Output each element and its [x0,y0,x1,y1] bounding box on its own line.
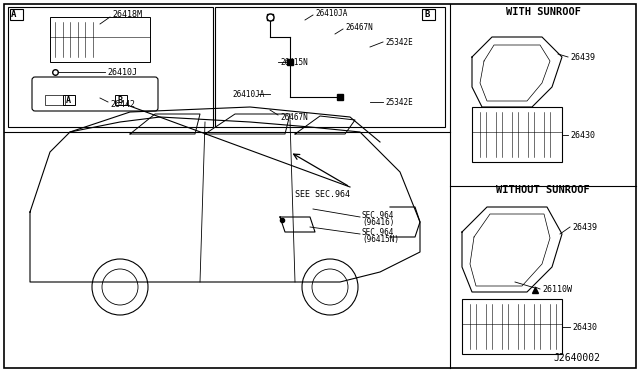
Bar [8,7,213,127]
Text: 26430: 26430 [572,323,597,331]
Text: 26418M: 26418M [112,10,142,19]
Text: WITH SUNROOF: WITH SUNROOF [506,7,580,17]
Text: 26410JA: 26410JA [315,9,348,17]
Bar [50,17,150,62]
Text: 26439: 26439 [572,222,597,231]
Bar [472,107,562,162]
Text: 26467N: 26467N [280,112,308,122]
Text: SEC.964: SEC.964 [362,228,394,237]
Bar [215,7,445,127]
Text: B: B [424,10,429,19]
Text: 25342E: 25342E [385,38,413,46]
Bar [462,299,562,354]
Text: 26467N: 26467N [345,22,372,32]
Text: J2640002: J2640002 [553,353,600,363]
Bar [63,95,75,105]
Text: 26439: 26439 [570,52,595,61]
Text: A: A [12,10,17,19]
Bar [115,95,127,105]
Bar [422,9,435,20]
Text: (96415N): (96415N) [362,234,399,244]
Text: SEC.964: SEC.964 [362,211,394,219]
Text: SEE SEC.964: SEE SEC.964 [295,189,350,199]
Text: 26415N: 26415N [280,58,308,67]
Text: 26110W: 26110W [542,285,572,295]
Bar [45,95,65,105]
Text: (96416): (96416) [362,218,394,227]
Bar [10,9,23,20]
Text: 26410J: 26410J [107,67,137,77]
Text: B: B [118,96,122,105]
Text: 26442: 26442 [110,99,135,109]
Text: 26410JA: 26410JA [232,90,264,99]
Text: 25342E: 25342E [385,97,413,106]
Text: A: A [65,96,70,105]
Text: WITHOUT SUNROOF: WITHOUT SUNROOF [496,185,590,195]
Text: 26430: 26430 [570,131,595,140]
